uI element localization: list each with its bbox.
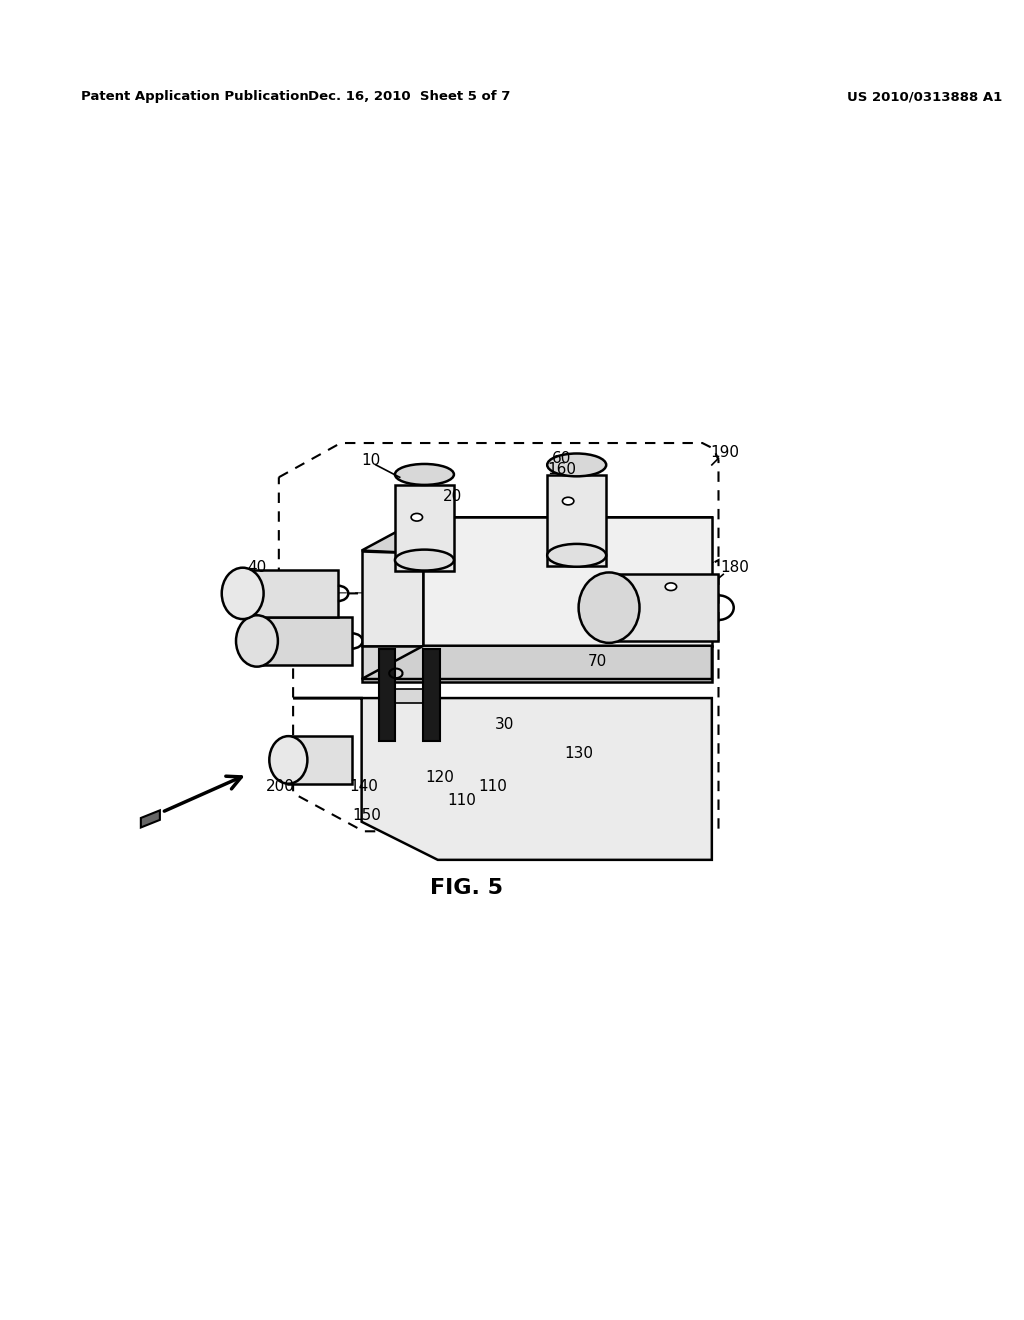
Ellipse shape — [236, 615, 278, 667]
Text: Dec. 16, 2010  Sheet 5 of 7: Dec. 16, 2010 Sheet 5 of 7 — [308, 90, 510, 103]
Polygon shape — [279, 444, 719, 594]
Text: 200: 200 — [266, 779, 295, 795]
Polygon shape — [424, 648, 439, 741]
Polygon shape — [293, 560, 719, 832]
Text: 190: 190 — [711, 445, 739, 461]
Polygon shape — [361, 550, 424, 645]
Ellipse shape — [411, 513, 423, 521]
Text: 60: 60 — [552, 450, 571, 466]
Ellipse shape — [579, 573, 640, 643]
Text: 30: 30 — [495, 717, 514, 733]
Polygon shape — [609, 574, 719, 642]
Polygon shape — [379, 648, 395, 741]
Polygon shape — [361, 517, 712, 553]
Text: 140: 140 — [349, 779, 378, 795]
Ellipse shape — [547, 544, 606, 566]
Ellipse shape — [562, 498, 573, 504]
Text: 10: 10 — [361, 453, 381, 467]
Polygon shape — [361, 645, 712, 678]
Polygon shape — [361, 645, 712, 682]
Text: 70: 70 — [588, 655, 607, 669]
Polygon shape — [395, 484, 454, 570]
Polygon shape — [424, 517, 712, 645]
Text: Patent Application Publication: Patent Application Publication — [81, 90, 308, 103]
Polygon shape — [379, 689, 439, 702]
Polygon shape — [293, 698, 712, 859]
Text: 160: 160 — [547, 462, 575, 477]
Ellipse shape — [395, 463, 454, 484]
Text: 150: 150 — [352, 808, 381, 822]
Polygon shape — [257, 618, 352, 665]
Text: 180: 180 — [720, 560, 750, 576]
Text: 120: 120 — [425, 770, 454, 784]
Ellipse shape — [666, 583, 677, 590]
Ellipse shape — [222, 568, 263, 619]
Polygon shape — [547, 475, 606, 566]
Text: FIG. 5: FIG. 5 — [430, 878, 503, 899]
Polygon shape — [141, 810, 160, 828]
Polygon shape — [289, 737, 352, 784]
Ellipse shape — [395, 549, 454, 570]
Text: 110: 110 — [478, 779, 508, 795]
Text: 110: 110 — [447, 793, 476, 808]
Polygon shape — [243, 570, 338, 618]
Ellipse shape — [269, 737, 307, 784]
Ellipse shape — [547, 454, 606, 477]
Text: 40: 40 — [248, 560, 266, 576]
Text: US 2010/0313888 A1: US 2010/0313888 A1 — [847, 90, 1002, 103]
Text: 130: 130 — [564, 746, 593, 760]
Text: 20: 20 — [442, 488, 462, 504]
